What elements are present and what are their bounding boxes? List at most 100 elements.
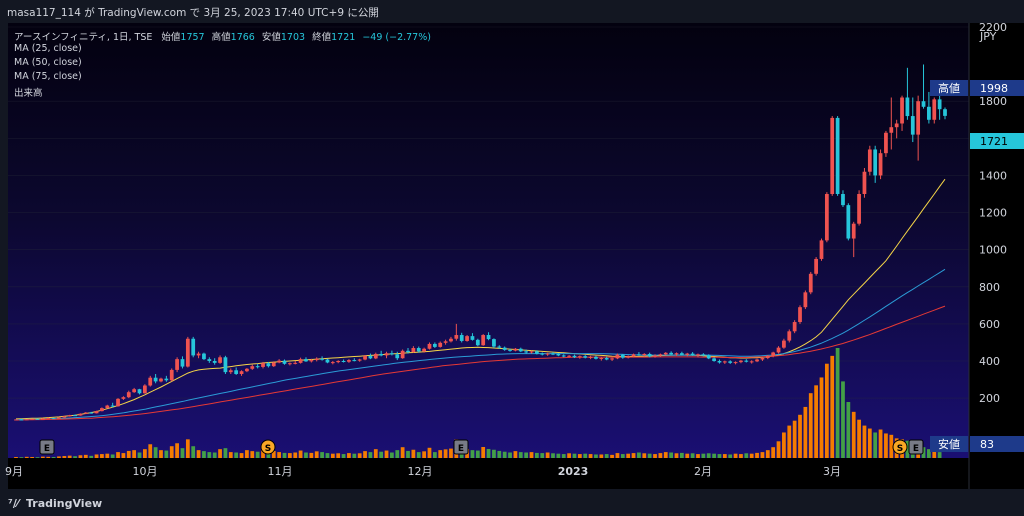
legend-symbol-row: アースインフィニティ, 1日, TSE 始値1757 高値1766 安値1703…: [14, 29, 431, 43]
candle: [110, 402, 115, 408]
candle-body: [116, 398, 120, 407]
volume-bar: [40, 456, 45, 458]
candle-body: [191, 338, 196, 356]
candle: [669, 351, 674, 356]
candle-body: [266, 363, 271, 367]
candle: [475, 338, 480, 347]
price-tick-label: 2200: [979, 23, 1007, 34]
candle: [808, 271, 813, 295]
candle-body: [24, 419, 29, 421]
candle: [545, 352, 550, 356]
price-tag-value: 1998: [980, 82, 1008, 95]
volume-bar: [411, 449, 416, 458]
candle-body: [787, 331, 792, 341]
event-marker-label: S: [897, 444, 903, 454]
candle: [35, 418, 40, 420]
split-marker-shape: [260, 439, 276, 455]
candle: [341, 359, 346, 363]
price-tag: 安値 83: [930, 436, 1024, 452]
candle-body: [164, 378, 169, 381]
candle-body: [100, 408, 104, 412]
candle: [142, 384, 147, 394]
candle-body: [287, 363, 292, 365]
volume-bar: [535, 452, 539, 458]
volume-bar: [798, 414, 802, 458]
candle-body: [685, 353, 690, 355]
candle: [196, 351, 201, 359]
candle: [202, 352, 206, 361]
candle-body: [696, 354, 700, 356]
volume-bar: [744, 453, 749, 458]
legend-ma50[interactable]: MA (50, close): [14, 57, 82, 68]
candle: [524, 349, 529, 354]
volume-bar: [927, 449, 931, 458]
candle: [228, 368, 233, 374]
candle-body: [159, 378, 163, 382]
candle-body: [620, 354, 625, 358]
candle: [792, 320, 797, 334]
candle-body: [599, 358, 604, 360]
volume-bar: [207, 452, 212, 458]
time-tick-label: 12月: [408, 465, 433, 478]
candle-body: [438, 342, 443, 347]
volume-bar: [137, 452, 142, 458]
publish-line: masa117_114 が TradingView.com で 3月 25, 2…: [7, 7, 379, 19]
candle-body: [481, 335, 486, 346]
price-tag-value-box: [970, 436, 1024, 452]
candle: [250, 364, 255, 370]
candle: [765, 355, 770, 360]
candle-body: [637, 354, 641, 356]
price-tag-value-box: [970, 80, 1024, 96]
tradingview-logo[interactable]: ⁷∕⁄ TradingView: [8, 497, 102, 510]
earnings-marker-shape: [453, 439, 469, 455]
candle-body: [465, 336, 469, 341]
candle-body: [733, 362, 738, 364]
candle-body: [454, 335, 459, 339]
candle-body: [679, 353, 684, 355]
candle-body: [824, 194, 829, 241]
volume-bar: [631, 453, 636, 458]
legend-volume[interactable]: 出来高: [14, 88, 43, 99]
volume-bar: [116, 452, 120, 458]
tradingview-logo-icon: ⁷∕⁄: [8, 497, 19, 510]
candle: [889, 97, 894, 150]
candle: [293, 361, 298, 365]
time-tick-label: 11月: [268, 465, 293, 478]
candle: [567, 355, 571, 358]
legend-ma75[interactable]: MA (75, close): [14, 71, 82, 82]
volume-bar: [475, 450, 480, 458]
volume-bar: [674, 453, 679, 458]
candle: [411, 346, 416, 353]
candle: [400, 349, 405, 359]
volume-bar: [105, 453, 110, 458]
volume-bar: [368, 452, 373, 458]
volume-bar: [314, 451, 319, 458]
candle-body: [529, 351, 534, 353]
earnings-marker-shape: [908, 439, 924, 455]
volume-bar: [518, 452, 523, 458]
candle-body: [588, 356, 593, 358]
candles: [14, 64, 947, 421]
candle-body: [427, 343, 432, 349]
volume-bar: [24, 456, 29, 458]
volume-bar: [706, 453, 711, 458]
candle: [164, 375, 169, 382]
volume-bar: [255, 451, 260, 458]
candle: [459, 332, 464, 343]
candle: [438, 341, 443, 348]
candle: [937, 93, 942, 120]
candle: [261, 361, 265, 369]
price-chart[interactable]: 200400600800100012001400160018002200 9月1…: [0, 23, 1024, 489]
candle-body: [67, 415, 72, 417]
volume-bar: [615, 453, 620, 458]
candle-body: [46, 418, 51, 420]
volume-bar: [669, 452, 674, 458]
volume-bar: [234, 452, 239, 458]
candle: [30, 418, 34, 420]
earnings-marker-shape: [39, 439, 55, 455]
volume-bar: [792, 420, 797, 458]
candle: [803, 290, 808, 310]
legend-ma25[interactable]: MA (25, close): [14, 43, 82, 54]
candle-body: [422, 348, 426, 352]
candle-body: [126, 392, 131, 398]
